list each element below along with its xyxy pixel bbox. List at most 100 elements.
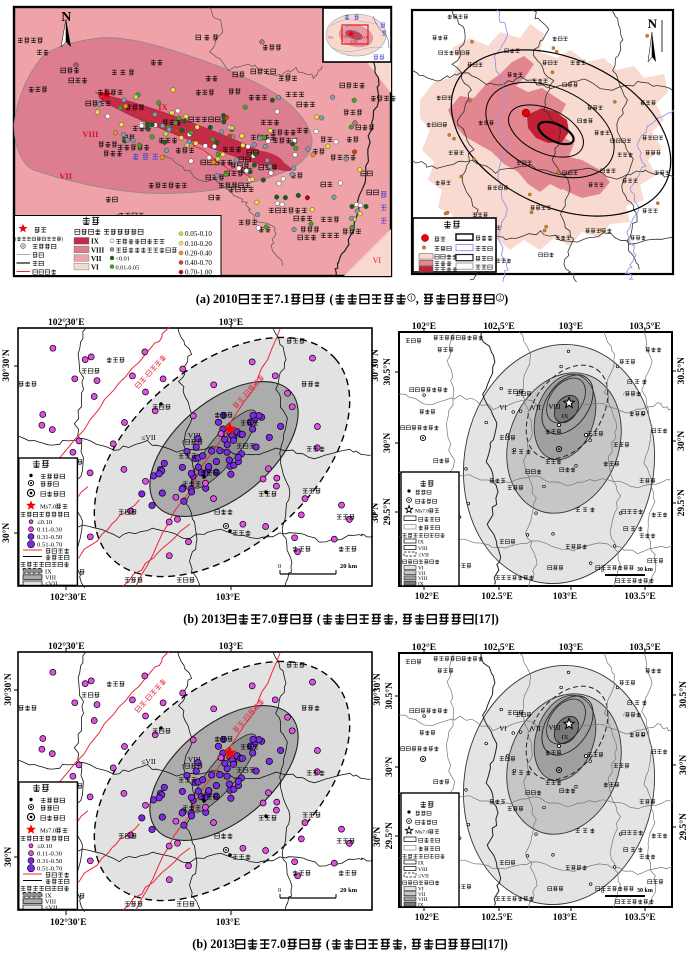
svg-text:IX: IX bbox=[562, 734, 569, 741]
svg-text:Ms7.0: Ms7.0 bbox=[40, 828, 56, 835]
svg-text:0: 0 bbox=[278, 563, 281, 570]
svg-text:30°30'N: 30°30'N bbox=[370, 349, 381, 381]
svg-text:VIII: VIII bbox=[45, 899, 56, 906]
svg-text:30.5°N: 30.5°N bbox=[678, 681, 689, 708]
svg-text:0: 0 bbox=[601, 568, 604, 574]
svg-text:103°E: 103°E bbox=[216, 592, 240, 603]
svg-text:,: , bbox=[395, 612, 401, 626]
svg-text:102°E: 102°E bbox=[412, 642, 436, 653]
svg-text:IX: IX bbox=[45, 569, 52, 576]
svg-text:(: ( bbox=[323, 937, 330, 951]
svg-text:(a) 2010: (a) 2010 bbox=[196, 292, 238, 306]
svg-text:102.5°E: 102.5°E bbox=[483, 321, 515, 332]
svg-text:7.0: 7.0 bbox=[271, 937, 286, 951]
svg-text:Ms7.0: Ms7.0 bbox=[415, 830, 429, 836]
svg-text:103°E: 103°E bbox=[553, 912, 577, 923]
svg-text:20 km: 20 km bbox=[340, 563, 358, 570]
svg-text:102°E: 102°E bbox=[412, 321, 436, 332]
svg-text:≤VII: ≤VII bbox=[141, 757, 156, 766]
svg-text:0.70-1.00: 0.70-1.00 bbox=[185, 269, 212, 277]
svg-text:103°E: 103°E bbox=[219, 641, 243, 652]
svg-text:-: - bbox=[241, 717, 248, 724]
svg-text:VII: VII bbox=[531, 404, 541, 412]
svg-text:102.5°E: 102.5°E bbox=[483, 642, 515, 653]
svg-text:≤VII: ≤VII bbox=[141, 433, 156, 442]
svg-text:30°N: 30°N bbox=[382, 433, 393, 453]
svg-text:,: , bbox=[404, 937, 410, 951]
svg-text:[17]): [17]) bbox=[484, 937, 508, 951]
svg-text:≤VII: ≤VII bbox=[418, 553, 429, 559]
svg-text:-: - bbox=[241, 393, 248, 400]
svg-text:<0.01: <0.01 bbox=[116, 256, 130, 263]
svg-text:VI: VI bbox=[91, 264, 99, 272]
svg-text:103°E: 103°E bbox=[559, 642, 583, 653]
svg-text:≤VII: ≤VII bbox=[45, 904, 57, 911]
svg-text:IX: IX bbox=[418, 581, 424, 587]
svg-text:VI: VI bbox=[328, 35, 333, 40]
svg-text:VIII: VIII bbox=[350, 39, 358, 44]
svg-text:VII: VII bbox=[418, 571, 426, 577]
svg-text:102°E: 102°E bbox=[415, 912, 439, 923]
svg-text:30°30'N: 30°30'N bbox=[372, 673, 383, 705]
svg-text:30°N: 30°N bbox=[676, 431, 687, 451]
svg-text:VII: VII bbox=[531, 725, 541, 733]
svg-text:30.5°N: 30.5°N bbox=[676, 357, 687, 384]
svg-text:30.5°N: 30.5°N bbox=[384, 682, 395, 709]
svg-text:VIII: VIII bbox=[549, 403, 562, 411]
svg-text:103°E: 103°E bbox=[553, 591, 577, 602]
svg-text:30°N: 30°N bbox=[1, 523, 12, 543]
svg-text:102°30'E: 102°30'E bbox=[50, 917, 87, 928]
svg-text:IX: IX bbox=[364, 35, 369, 40]
svg-text:(: ( bbox=[326, 292, 333, 306]
svg-text:IX: IX bbox=[223, 431, 231, 440]
svg-text:0.40-0.70: 0.40-0.70 bbox=[185, 259, 212, 267]
svg-text:N: N bbox=[648, 16, 658, 31]
svg-text:29.5°N: 29.5°N bbox=[676, 489, 687, 516]
svg-text:0.11-0.30: 0.11-0.30 bbox=[37, 851, 63, 858]
svg-text:30°30'N: 30°30'N bbox=[1, 349, 12, 381]
svg-text:/: / bbox=[623, 713, 625, 719]
svg-text:IX: IX bbox=[562, 413, 569, 420]
svg-text:102°30'E: 102°30'E bbox=[48, 641, 85, 652]
svg-text:102°E: 102°E bbox=[415, 591, 439, 602]
svg-text:VIII: VIII bbox=[418, 897, 427, 903]
svg-text:30.5°N: 30.5°N bbox=[382, 358, 393, 385]
svg-text:VII: VII bbox=[91, 255, 102, 263]
svg-text:102°30'E: 102°30'E bbox=[48, 317, 85, 328]
svg-text:VI: VI bbox=[418, 566, 424, 572]
svg-text:VIII: VIII bbox=[45, 575, 56, 582]
svg-text:[17]): [17]) bbox=[475, 612, 499, 626]
svg-text:VIII: VIII bbox=[418, 576, 427, 582]
svg-text:0.31-0.50: 0.31-0.50 bbox=[37, 858, 63, 865]
svg-text:0.20-0.40: 0.20-0.40 bbox=[185, 249, 212, 257]
svg-text:IX: IX bbox=[418, 861, 424, 867]
svg-text:30°N: 30°N bbox=[372, 827, 383, 847]
svg-text:VI: VI bbox=[499, 725, 507, 733]
svg-text:VIII: VIII bbox=[188, 431, 201, 440]
svg-text:0.31-0.50: 0.31-0.50 bbox=[37, 534, 63, 541]
svg-text:7.1: 7.1 bbox=[274, 292, 289, 306]
svg-text:103°E: 103°E bbox=[219, 317, 243, 328]
svg-text:≤VII: ≤VII bbox=[418, 874, 429, 880]
svg-text:VIII: VIII bbox=[82, 129, 99, 139]
svg-text:30 km: 30 km bbox=[637, 888, 653, 894]
svg-text:): ) bbox=[62, 238, 64, 243]
svg-text:VII: VII bbox=[59, 171, 72, 181]
svg-text:30°30'N: 30°30'N bbox=[3, 673, 14, 705]
svg-text:VII: VII bbox=[418, 892, 426, 898]
svg-text:≤VII: ≤VII bbox=[45, 580, 57, 587]
svg-text:103°E: 103°E bbox=[216, 917, 240, 928]
svg-text:VIII: VIII bbox=[188, 755, 201, 764]
svg-text:/: / bbox=[623, 392, 625, 398]
svg-text:VIII: VIII bbox=[91, 246, 105, 254]
svg-text:30°N: 30°N bbox=[678, 755, 689, 775]
svg-text:Ms7.0: Ms7.0 bbox=[40, 504, 56, 511]
svg-text:30°N: 30°N bbox=[384, 757, 395, 777]
svg-text:0.10-0.20: 0.10-0.20 bbox=[185, 240, 212, 248]
svg-text:29.5°N: 29.5°N bbox=[384, 822, 395, 849]
svg-text:1: 1 bbox=[410, 295, 413, 302]
svg-text:VIII: VIII bbox=[549, 724, 562, 732]
svg-text:0.11-0.30: 0.11-0.30 bbox=[37, 527, 63, 534]
svg-text:0.51-0.70: 0.51-0.70 bbox=[37, 542, 63, 549]
svg-text:IX: IX bbox=[91, 238, 99, 246]
